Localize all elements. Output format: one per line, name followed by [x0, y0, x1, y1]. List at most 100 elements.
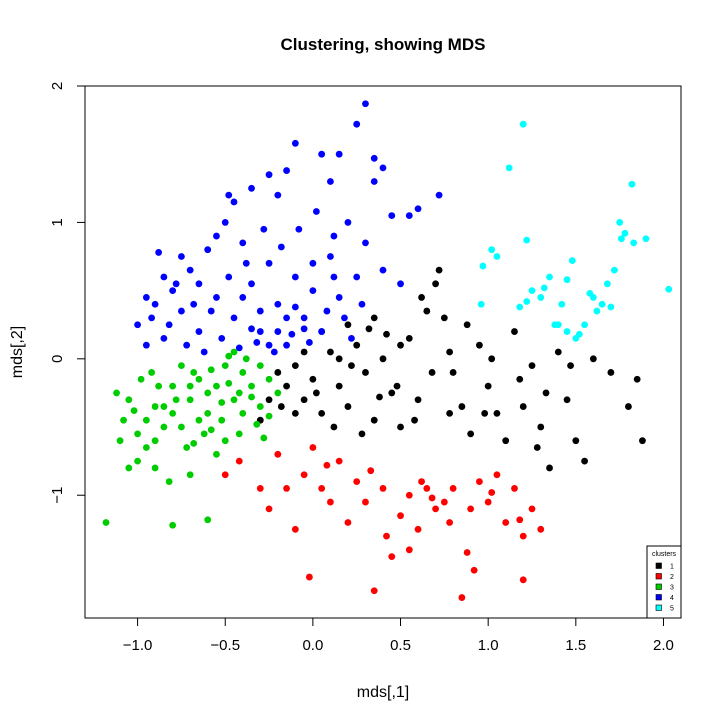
x-tick-label: 0.0: [302, 637, 323, 654]
point-cluster-1-68: [376, 393, 383, 401]
point-cluster-2-21: [440, 498, 448, 506]
point-cluster-2-6: [300, 471, 308, 479]
point-cluster-3-18: [265, 375, 273, 383]
point-cluster-2-20: [432, 505, 439, 513]
point-cluster-2-13: [370, 587, 378, 595]
point-cluster-4-12: [230, 314, 238, 322]
point-cluster-4-55: [253, 339, 261, 346]
point-cluster-2-47: [428, 494, 436, 502]
point-cluster-5-21: [628, 180, 636, 188]
point-cluster-2-18: [414, 525, 422, 533]
point-cluster-1-57: [463, 321, 471, 329]
point-cluster-4-68: [225, 273, 233, 281]
point-cluster-4-76: [379, 266, 387, 274]
legend-label-5: 5: [670, 606, 674, 613]
point-cluster-4-18: [283, 341, 290, 349]
point-cluster-4-44: [213, 232, 220, 240]
point-cluster-1-39: [625, 403, 632, 410]
point-cluster-5-20: [621, 229, 629, 237]
point-cluster-2-8: [318, 485, 326, 492]
point-cluster-1-44: [291, 409, 299, 417]
point-cluster-4-79: [256, 307, 264, 315]
point-cluster-4-62: [277, 243, 285, 251]
points-layer: [102, 100, 673, 601]
point-cluster-4-28: [353, 120, 361, 128]
point-cluster-4-41: [405, 212, 413, 219]
point-cluster-3-55: [186, 382, 194, 390]
x-tick-label: −1.0: [123, 637, 153, 654]
point-cluster-2-26: [484, 498, 492, 506]
point-cluster-5-9: [546, 273, 553, 281]
point-cluster-1-32: [546, 464, 553, 472]
point-cluster-1-37: [589, 355, 597, 363]
x-tick-label: 0.5: [390, 637, 411, 654]
point-cluster-4-39: [435, 191, 443, 199]
point-cluster-5-31: [523, 298, 531, 305]
point-cluster-4-70: [190, 300, 198, 308]
point-cluster-2-40: [283, 485, 290, 492]
point-cluster-3-12: [213, 382, 220, 390]
point-cluster-4-38: [414, 205, 422, 213]
point-cluster-2-34: [405, 546, 413, 554]
point-cluster-4-49: [148, 314, 156, 322]
y-tick-label: −1: [49, 487, 66, 504]
legend-swatch-1: [655, 562, 662, 569]
point-cluster-5-1: [505, 164, 513, 172]
point-cluster-4-61: [358, 300, 366, 308]
legend-label-4: 4: [670, 595, 674, 602]
point-cluster-3-23: [148, 369, 156, 376]
point-cluster-2-17: [405, 491, 413, 499]
point-cluster-1-5: [318, 409, 326, 417]
point-cluster-1-16: [414, 396, 422, 404]
point-cluster-3-11: [204, 409, 212, 417]
point-cluster-2-12: [362, 498, 369, 506]
point-cluster-3-9: [186, 396, 194, 404]
point-cluster-2-16: [397, 512, 404, 520]
point-cluster-1-1: [283, 382, 290, 390]
point-cluster-4-75: [397, 280, 404, 288]
point-cluster-1-64: [312, 389, 320, 397]
point-cluster-4-7: [186, 266, 194, 274]
point-cluster-3-48: [160, 423, 168, 431]
point-cluster-3-40: [186, 471, 194, 479]
point-cluster-1-2: [291, 362, 299, 370]
point-cluster-2-30: [519, 532, 527, 540]
legend-box: [646, 545, 682, 619]
point-cluster-2-41: [323, 461, 331, 469]
point-cluster-1-8: [344, 403, 352, 410]
point-cluster-4-15: [256, 328, 264, 335]
point-cluster-5-27: [575, 330, 583, 338]
point-cluster-3-26: [218, 416, 226, 424]
point-cluster-5-11: [563, 276, 571, 284]
point-cluster-4-33: [327, 178, 334, 185]
point-cluster-3-5: [151, 437, 159, 445]
point-cluster-1-19: [435, 266, 443, 274]
point-cluster-5-32: [540, 284, 548, 292]
point-cluster-1-50: [393, 382, 401, 390]
chart-title: Clustering, showing MDS: [281, 35, 486, 54]
legend-label-1: 1: [670, 564, 674, 571]
point-cluster-1-25: [484, 382, 492, 390]
legend-swatch-3: [655, 583, 662, 590]
point-cluster-3-49: [142, 444, 150, 451]
point-cluster-3-15: [239, 369, 247, 376]
point-cluster-4-54: [235, 344, 243, 352]
point-cluster-3-13: [221, 362, 229, 370]
point-cluster-4-65: [330, 232, 338, 240]
point-cluster-1-34: [563, 396, 571, 404]
point-cluster-5-25: [551, 321, 559, 329]
point-cluster-1-70: [481, 409, 489, 417]
point-cluster-1-12: [379, 355, 387, 363]
point-cluster-1-51: [358, 430, 366, 438]
point-cluster-5-22: [630, 239, 638, 247]
point-cluster-4-50: [165, 321, 173, 329]
point-cluster-2-33: [470, 566, 478, 574]
legend-swatch-2: [655, 573, 662, 580]
legend-title: clusters: [652, 551, 677, 558]
point-cluster-5-30: [477, 300, 485, 308]
point-cluster-3-45: [213, 450, 220, 458]
point-cluster-3-60: [235, 389, 243, 397]
point-cluster-1-27: [502, 437, 510, 445]
point-cluster-1-58: [488, 355, 496, 363]
point-cluster-3-29: [260, 434, 268, 442]
